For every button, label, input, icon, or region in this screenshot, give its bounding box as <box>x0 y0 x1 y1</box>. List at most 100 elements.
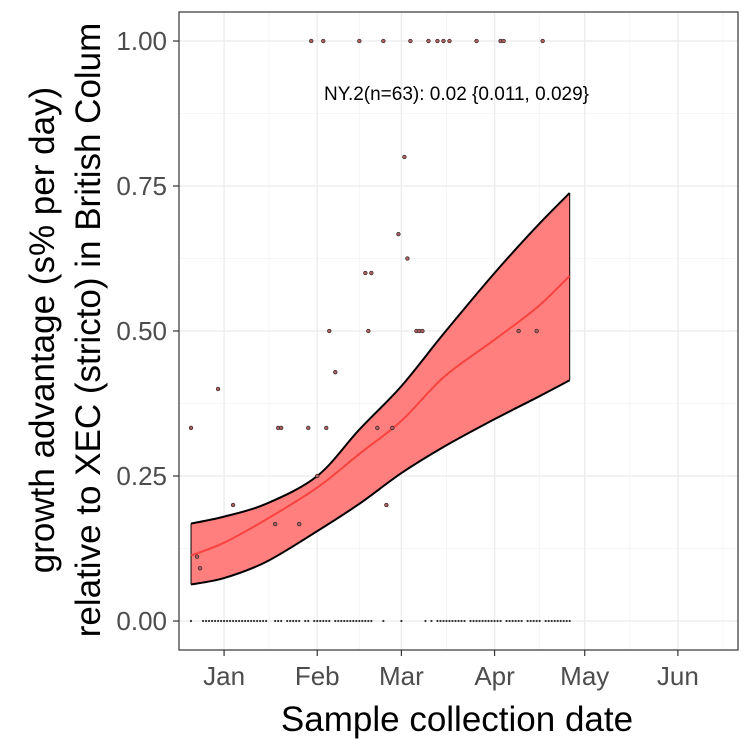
fit-annotation: NY.2(n=63): 0.02 {0.011, 0.029} <box>324 84 589 105</box>
data-point <box>442 619 445 623</box>
y-axis-ticks: 0.00 0.25 0.50 0.75 1.00 <box>116 26 179 636</box>
data-point <box>327 328 332 334</box>
data-point <box>197 566 203 571</box>
data-point <box>474 38 479 44</box>
data-point <box>460 619 463 623</box>
data-point <box>325 619 328 623</box>
data-point <box>228 619 232 623</box>
data-point <box>457 619 460 623</box>
data-point <box>475 619 478 623</box>
data-point <box>319 619 322 623</box>
data-point <box>274 619 277 623</box>
data-point <box>367 619 370 623</box>
ribbon-upper-edge <box>190 192 571 525</box>
data-point <box>231 619 235 623</box>
data-point <box>562 619 565 623</box>
data-point <box>490 619 493 623</box>
data-point <box>289 619 292 623</box>
confidence-band <box>190 192 571 586</box>
data-point <box>454 619 457 623</box>
data-point <box>259 619 262 623</box>
data-point <box>463 619 466 623</box>
data-point <box>370 619 373 623</box>
data-point <box>516 328 521 334</box>
data-point <box>216 619 220 623</box>
data-point <box>306 425 311 431</box>
x-tick-label: Apr <box>474 661 515 691</box>
data-point <box>235 619 238 623</box>
data-point <box>230 502 236 508</box>
data-point <box>204 619 208 623</box>
data-point <box>408 38 413 44</box>
data-point <box>304 619 307 623</box>
data-point <box>295 619 298 623</box>
data-point <box>333 370 338 375</box>
data-point <box>244 619 247 623</box>
data-point <box>436 619 439 623</box>
data-point <box>355 619 358 623</box>
x-tick-label: Jan <box>203 661 245 691</box>
data-point <box>334 619 337 623</box>
data-point <box>324 425 329 431</box>
data-point <box>265 619 268 623</box>
data-point <box>469 619 472 623</box>
data-point <box>424 619 427 623</box>
data-point <box>520 619 523 623</box>
data-point <box>307 619 310 623</box>
data-point <box>340 619 343 623</box>
data-point <box>381 38 386 44</box>
data-point <box>328 619 331 623</box>
data-point <box>430 619 433 623</box>
data-point <box>219 619 223 623</box>
y-tick-label: 0.25 <box>116 461 167 491</box>
data-point <box>366 328 371 334</box>
data-point <box>364 619 367 623</box>
data-point <box>402 154 407 160</box>
data-point <box>207 619 211 623</box>
data-point <box>337 619 340 623</box>
x-tick-label: Feb <box>295 661 340 691</box>
data-point <box>213 619 217 623</box>
data-point <box>247 619 250 623</box>
data-point <box>361 619 364 623</box>
data-point <box>297 521 302 527</box>
fit-line <box>190 275 571 557</box>
data-point <box>292 619 295 623</box>
data-point <box>225 619 229 623</box>
data-point <box>565 619 568 623</box>
data-point <box>189 619 193 623</box>
data-point <box>556 619 559 623</box>
data-point <box>358 619 361 623</box>
data-point <box>481 619 484 623</box>
y-tick-label: 0.75 <box>116 171 167 201</box>
data-point <box>547 619 550 623</box>
data-point <box>568 619 571 623</box>
data-point <box>241 619 244 623</box>
data-point <box>253 619 256 623</box>
data-point <box>544 619 547 623</box>
data-points <box>188 38 571 623</box>
x-tick-label: Mar <box>379 661 424 691</box>
data-point <box>194 554 200 559</box>
data-point <box>420 328 425 334</box>
data-point <box>426 38 431 44</box>
data-point <box>508 619 511 623</box>
data-point <box>526 619 529 623</box>
data-point <box>540 38 545 44</box>
data-point <box>363 270 368 276</box>
data-point <box>448 619 451 623</box>
data-point <box>396 231 401 237</box>
data-point <box>256 619 259 623</box>
data-point <box>550 619 553 623</box>
data-point <box>538 619 541 623</box>
data-point <box>188 425 194 431</box>
data-point <box>309 38 314 44</box>
data-point <box>201 619 205 623</box>
data-point <box>499 619 502 623</box>
x-tick-label: Jun <box>657 661 699 691</box>
data-point <box>384 502 389 508</box>
data-point <box>279 425 284 431</box>
x-tick-label: May <box>560 661 609 691</box>
data-point <box>553 619 556 623</box>
